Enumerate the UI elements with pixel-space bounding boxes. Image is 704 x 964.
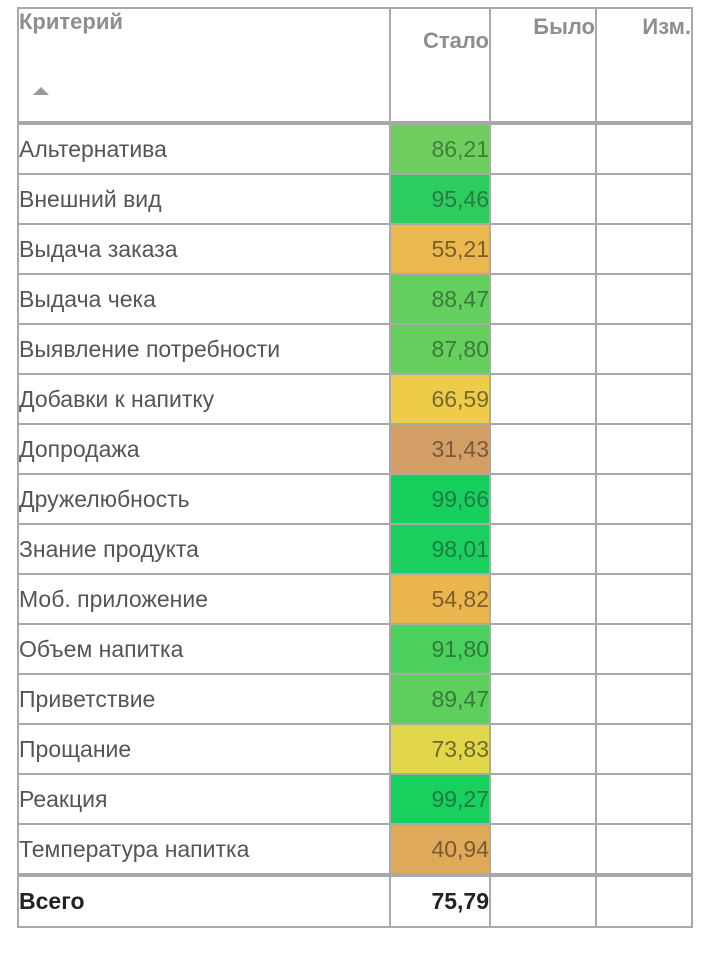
became-value: 31,43 [389,423,491,475]
column-header-change[interactable]: Изм. [595,7,693,124]
total-label: Всего [17,874,391,928]
was-value [489,473,597,525]
table-row[interactable]: Моб. приложение 54,82 [17,573,693,625]
criterion-name: Моб. приложение [17,573,391,625]
criterion-name: Альтернатива [17,122,391,175]
change-value [595,673,693,725]
column-header-criterion[interactable]: Критерий [17,7,391,124]
change-value [595,473,693,525]
criterion-name: Знание продукта [17,523,391,575]
became-value: 88,47 [389,273,491,325]
was-value [489,573,597,625]
table-row[interactable]: Реакция 99,27 [17,773,693,825]
column-header-became-label: Стало [422,28,489,53]
change-value [595,122,693,175]
table-row[interactable]: Прощание 73,83 [17,723,693,775]
was-value [489,223,597,275]
was-value [489,823,597,876]
was-value [489,323,597,375]
became-value: 89,47 [389,673,491,725]
criterion-name: Объем напитка [17,623,391,675]
column-header-criterion-label: Критерий [19,9,123,34]
sort-ascending-icon[interactable] [33,87,49,95]
table-row[interactable]: Внешний вид 95,46 [17,173,693,225]
table-row[interactable]: Выявление потребности 87,80 [17,323,693,375]
change-value [595,573,693,625]
criterion-name: Реакция [17,773,391,825]
became-value: 73,83 [389,723,491,775]
became-value: 66,59 [389,373,491,425]
criterion-name: Внешний вид [17,173,391,225]
criterion-name: Температура напитка [17,823,391,876]
was-value [489,173,597,225]
change-value [595,623,693,675]
became-value: 95,46 [389,173,491,225]
total-became-value: 75,79 [389,874,491,928]
total-was-value [489,874,597,928]
criterion-name: Приветствие [17,673,391,725]
became-value: 54,82 [389,573,491,625]
table-row[interactable]: Допродажа 31,43 [17,423,693,475]
change-value [595,723,693,775]
became-value: 99,27 [389,773,491,825]
became-value: 86,21 [389,122,491,175]
became-value: 98,01 [389,523,491,575]
criterion-name: Добавки к напитку [17,373,391,425]
was-value [489,273,597,325]
header-row: Критерий Стало Было Изм. [17,7,693,124]
was-value [489,623,597,675]
was-value [489,423,597,475]
total-row: Всего 75,79 [17,874,693,928]
criterion-name: Выявление потребности [17,323,391,375]
column-header-was-label: Было [533,14,595,39]
change-value [595,423,693,475]
change-value [595,173,693,225]
change-value [595,223,693,275]
became-value: 91,80 [389,623,491,675]
table-row[interactable]: Дружелюбность 99,66 [17,473,693,525]
criterion-name: Допродажа [17,423,391,475]
was-value [489,373,597,425]
was-value [489,523,597,575]
became-value: 40,94 [389,823,491,876]
was-value [489,673,597,725]
change-value [595,323,693,375]
table-row[interactable]: Приветствие 89,47 [17,673,693,725]
criterion-name: Выдача чека [17,273,391,325]
table-row[interactable]: Добавки к напитку 66,59 [17,373,693,425]
change-value [595,773,693,825]
change-value [595,523,693,575]
table-row[interactable]: Температура напитка 40,94 [17,823,693,876]
change-value [595,273,693,325]
table-row[interactable]: Выдача чека 88,47 [17,273,693,325]
column-header-change-label: Изм. [642,14,691,39]
was-value [489,723,597,775]
became-value: 87,80 [389,323,491,375]
was-value [489,773,597,825]
table-row[interactable]: Знание продукта 98,01 [17,523,693,575]
change-value [595,823,693,876]
criterion-name: Прощание [17,723,391,775]
column-header-was[interactable]: Было [489,7,597,124]
criterion-name: Дружелюбность [17,473,391,525]
was-value [489,122,597,175]
became-value: 55,21 [389,223,491,275]
criteria-table: Критерий Стало Было Изм. Альтернатива 86,… [17,7,693,928]
became-value: 99,66 [389,473,491,525]
criterion-name: Выдача заказа [17,223,391,275]
table-row[interactable]: Выдача заказа 55,21 [17,223,693,275]
table-row[interactable]: Объем напитка 91,80 [17,623,693,675]
table-row[interactable]: Альтернатива 86,21 [17,122,693,175]
total-change-value [595,874,693,928]
change-value [595,373,693,425]
column-header-became[interactable]: Стало [389,7,491,124]
